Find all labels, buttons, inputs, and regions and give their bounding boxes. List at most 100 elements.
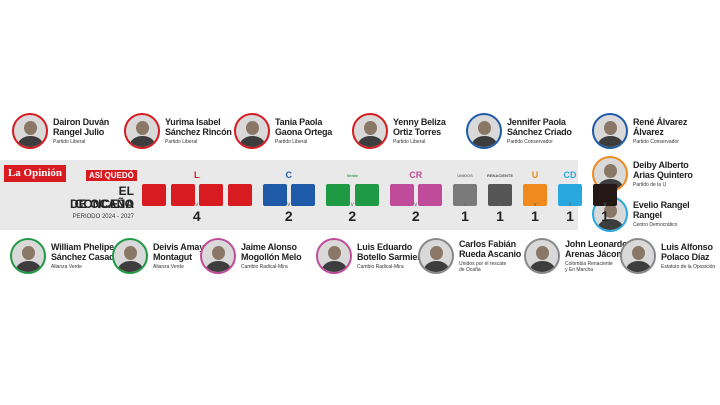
- member-info: Luis Alfonso Polaco Díaz Estatuto de la Op…: [661, 242, 715, 270]
- member-name: Sánchez Rincón: [165, 127, 232, 137]
- member-name: Deiby Alberto: [633, 160, 689, 170]
- member-party: Partido de la U: [633, 182, 667, 188]
- member-name: Arenas Jácome: [565, 249, 629, 259]
- member-photo: [124, 113, 160, 149]
- member-party: Cambio Radical-Mira: [241, 264, 288, 270]
- member-party: Centro Democrático: [633, 222, 678, 228]
- member-name: Rueda Ascanio: [459, 249, 522, 259]
- member-photo: [316, 238, 352, 274]
- member-photo: [352, 113, 388, 149]
- member-party: Partido Liberal: [393, 139, 426, 145]
- seat-block: [170, 184, 195, 206]
- party-logo: CD: [563, 170, 577, 180]
- council-member-card: William Phelipe Sánchez Casadiego Alianza …: [10, 238, 132, 274]
- seat-count: 1: [531, 208, 539, 224]
- seat-block: [291, 184, 315, 206]
- seat-block: [558, 184, 582, 206]
- member-photo: [112, 238, 148, 274]
- seat-block: [418, 184, 442, 206]
- seat-block: [199, 184, 223, 206]
- member-party: y En Marcha: [565, 267, 594, 273]
- seat-block: [453, 184, 477, 206]
- seat-block: [389, 184, 414, 206]
- member-name: Dairon Duván: [53, 117, 110, 127]
- member-party: Partido Liberal: [275, 139, 308, 145]
- seat-tick: v: [568, 202, 572, 208]
- member-photo: [418, 238, 454, 274]
- member-name: Sánchez Criado: [507, 127, 572, 137]
- title-line-1: EL CONCEJO: [74, 184, 134, 211]
- seat-count: 2: [411, 208, 420, 224]
- member-name: Jaime Alonso: [241, 242, 297, 252]
- seat-block: [262, 184, 287, 206]
- member-info: René Álvarez Álvarez Partido Conservador: [633, 117, 687, 145]
- seat-block: [142, 184, 166, 206]
- seat-count: 4: [192, 208, 201, 224]
- member-info: Dairon Duván Rangel Julio Partido Liberal: [53, 117, 109, 145]
- member-photo: [234, 113, 270, 149]
- member-photo: [12, 113, 48, 149]
- council-member-card: Yurima Isabel Sánchez Rincón Partido Liber…: [124, 113, 232, 149]
- member-name: Rangel Julio: [53, 127, 105, 137]
- member-name: Botello Sarmiento: [357, 252, 431, 262]
- member-photo: [592, 113, 628, 149]
- member-party: Partido Liberal: [165, 139, 198, 145]
- seat-tick: v: [350, 202, 354, 208]
- member-name: Ortiz Torres: [393, 127, 441, 137]
- seat-count: 2: [348, 208, 357, 224]
- member-photo: [200, 238, 236, 274]
- member-name: Rangel: [633, 210, 662, 220]
- member-info: Evelio Rangel Rangel Centro Democrático: [633, 200, 690, 228]
- member-photo: [10, 238, 46, 274]
- seat-count: 1: [601, 208, 609, 224]
- member-info: William Phelipe Sánchez Casadiego Alianza …: [51, 242, 132, 270]
- member-info: Deivis Amaya Montagut Alianza Verde: [153, 242, 209, 270]
- seat-tick: v: [533, 202, 537, 208]
- seat-count: 2: [284, 208, 293, 224]
- member-party: Cambio Radical-Mira: [357, 264, 404, 270]
- member-info: John Leonardo Arenas Jácome Colombia Renac…: [565, 239, 629, 273]
- seat-block: [593, 184, 617, 206]
- party-logo: UNIDOS: [457, 172, 473, 178]
- member-info: Carlos Fabián Rueda Ascanio Unidos por el …: [459, 239, 521, 273]
- member-name: Luis Alfonso: [661, 242, 713, 252]
- council-member-card: Yenny Beliza Ortiz Torres Partido Liberal: [352, 113, 446, 149]
- member-name: Evelio Rangel: [633, 200, 690, 210]
- kicker-label: ASÍ QUEDÓ: [86, 170, 137, 181]
- title-line-2: DE OCAÑA: [69, 197, 134, 211]
- la-opinion-logo: La Opinión: [4, 165, 66, 182]
- seat-count: 1: [566, 208, 574, 224]
- council-member-card: René Álvarez Álvarez Partido Conservador: [592, 113, 687, 149]
- member-name: Arias Quintero: [633, 170, 693, 180]
- member-name: Polaco Díaz: [661, 252, 710, 262]
- member-name: Deivis Amaya: [153, 242, 209, 252]
- member-name: René Álvarez: [633, 117, 688, 127]
- member-name: Carlos Fabián: [459, 239, 516, 249]
- member-name: Gaona Ortega: [275, 127, 333, 137]
- council-member-card: Dairon Duván Rangel Julio Partido Liberal: [12, 113, 109, 149]
- member-party: Partido Liberal: [53, 139, 86, 145]
- seat-block: [488, 184, 512, 206]
- member-name: Álvarez: [633, 127, 664, 137]
- member-name: Tania Paola: [275, 117, 323, 127]
- party-logo: CR: [409, 170, 423, 180]
- member-name: John Leonardo: [565, 239, 628, 249]
- member-name: Luis Eduardo: [357, 242, 413, 252]
- seat-block: [326, 184, 350, 206]
- council-member-card: Luis Alfonso Polaco Díaz Estatuto de la Op…: [620, 238, 715, 274]
- council-member-card: Jennifer Paola Sánchez Criado Partido Cons…: [466, 113, 572, 149]
- seat-block: [354, 184, 379, 206]
- member-party: Partido Conservador: [633, 139, 679, 145]
- member-photo: [524, 238, 560, 274]
- member-name: Jennifer Paola: [507, 117, 566, 127]
- seat-count: 1: [461, 208, 469, 224]
- member-info: Tania Paola Gaona Ortega Partido Liberal: [275, 117, 332, 145]
- member-party: Alianza Verde: [51, 264, 82, 270]
- member-name: Mogollón Melo: [241, 252, 302, 262]
- member-info: Luis Eduardo Botello Sarmiento Cambio Radi…: [357, 242, 431, 270]
- member-party: Estatuto de la Oposición: [661, 264, 716, 270]
- member-name: Yurima Isabel: [165, 117, 221, 127]
- seat-tick: v: [195, 202, 199, 208]
- member-party: Alianza Verde: [153, 264, 184, 270]
- council-member-card: John Leonardo Arenas Jácome Colombia Renac…: [524, 238, 629, 274]
